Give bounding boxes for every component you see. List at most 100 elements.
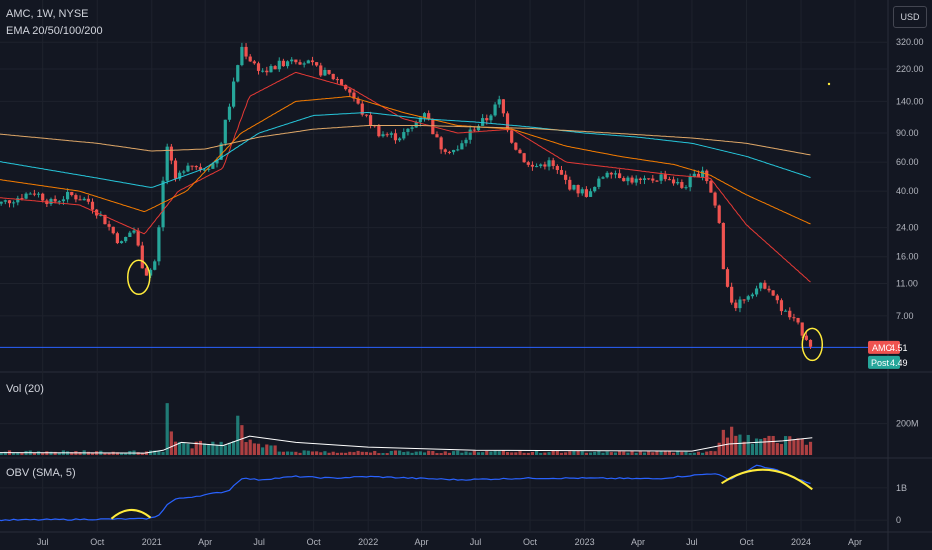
ema-lines — [0, 71, 811, 283]
candle-body — [481, 118, 485, 126]
volume-bar — [315, 451, 319, 455]
candle-body — [111, 226, 115, 234]
volume-bar — [244, 442, 248, 455]
volume-bar — [692, 452, 696, 455]
volume-bar — [331, 451, 335, 455]
candle-body — [505, 113, 510, 131]
candle-body — [3, 200, 7, 202]
volume-bar — [140, 452, 144, 455]
candle-body — [788, 310, 792, 318]
obv-arc-2020 — [110, 508, 152, 520]
volume-bar — [360, 451, 364, 455]
candle-body — [580, 189, 584, 194]
candle-body — [273, 66, 277, 70]
volume-bar — [240, 425, 244, 455]
volume-bar — [169, 431, 173, 455]
candle-body — [638, 178, 642, 180]
volume-bar — [119, 453, 124, 455]
candle-body — [344, 84, 348, 90]
price-tag-amc-label: AMC — [872, 343, 893, 353]
x-tick-label: Oct — [307, 537, 322, 547]
volume-bar — [298, 452, 302, 455]
volume-bar — [501, 450, 505, 455]
candle-body — [115, 233, 119, 244]
candle-body — [393, 133, 398, 141]
candle-body — [588, 191, 593, 197]
candle-body — [215, 159, 219, 164]
volume-bar — [414, 451, 418, 455]
volume-bar — [696, 451, 701, 455]
candle-body — [20, 198, 24, 200]
volume-bar — [705, 451, 709, 455]
candle-body — [701, 170, 705, 178]
candle-body — [74, 195, 78, 200]
volume-bar — [609, 452, 613, 455]
candle-body — [443, 149, 447, 152]
candle-body — [539, 164, 543, 167]
volume-bar — [207, 444, 211, 455]
volume-bar — [767, 435, 771, 455]
candle-body — [634, 178, 638, 183]
volume-bar — [534, 450, 539, 455]
volume-bar — [476, 452, 481, 455]
candle-body — [319, 65, 323, 76]
candle-body — [140, 245, 144, 269]
volume-bar — [319, 452, 323, 455]
volume-bar — [526, 452, 530, 455]
volume-bar — [514, 452, 518, 455]
candle-body — [41, 193, 45, 201]
candle-body — [750, 294, 755, 297]
candle-body — [804, 335, 808, 340]
candle-body — [746, 296, 750, 300]
volume-bar — [804, 444, 808, 455]
volume-bar — [393, 450, 398, 455]
candle-body — [352, 92, 356, 99]
volume-bar — [173, 441, 178, 455]
volume-bar — [302, 450, 306, 455]
y-tick-label: 90.00 — [896, 128, 919, 138]
candle-body — [642, 178, 647, 180]
candle-body — [406, 128, 410, 133]
obv-pane-title: OBV (SMA, 5) — [6, 467, 76, 479]
candle-body — [86, 198, 90, 202]
volume-bar — [339, 452, 344, 455]
volume-bar — [580, 451, 584, 455]
candle-body — [348, 89, 352, 93]
currency-button[interactable]: USD — [893, 6, 927, 28]
candle-body — [16, 198, 20, 203]
volume-bar — [418, 451, 422, 455]
candle-body — [331, 73, 335, 80]
candle-body — [572, 185, 576, 190]
volume-bar — [684, 451, 688, 455]
candle-body — [49, 198, 53, 205]
volume-bar — [32, 452, 36, 455]
candle-body — [800, 322, 804, 336]
obv-line — [0, 464, 811, 522]
x-tick-label: Apr — [848, 537, 862, 547]
volume-bar — [431, 451, 435, 455]
candle-body — [651, 178, 655, 181]
candle-body — [119, 241, 124, 244]
volume-bar — [149, 450, 153, 455]
candle-body — [265, 70, 269, 73]
volume-ma-line — [0, 435, 813, 454]
volume-bar — [16, 452, 20, 455]
candle-body — [36, 193, 41, 195]
candle-body — [12, 202, 16, 204]
volume-bar — [12, 452, 16, 455]
candle-body — [269, 66, 273, 73]
volume-bar — [788, 436, 792, 455]
volume-bar — [709, 450, 713, 455]
candle-body — [779, 300, 784, 312]
volume-bar — [564, 452, 568, 455]
price-tag-post-value: 4.49 — [890, 358, 908, 368]
candle-body — [680, 182, 684, 188]
volume-bar — [808, 441, 813, 455]
volume-bar — [256, 443, 261, 455]
candle-body — [194, 166, 198, 168]
candle-body — [476, 125, 481, 131]
candle-body — [103, 214, 107, 225]
candle-body — [153, 261, 157, 270]
x-tick-label: Jul — [470, 537, 482, 547]
